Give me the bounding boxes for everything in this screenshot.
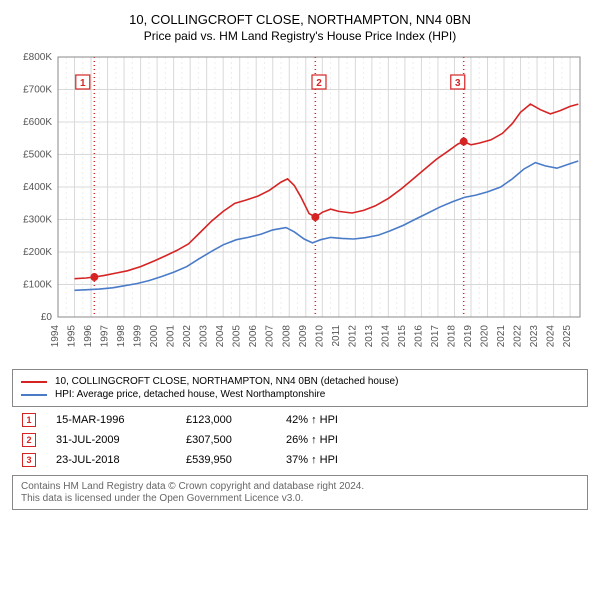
events-table: 1 15-MAR-1996£123,00042% ↑ HPI 2 31-JUL-200… (12, 413, 588, 467)
svg-text:3: 3 (455, 78, 461, 89)
footer-line-1: Contains HM Land Registry data © Crown c… (21, 481, 579, 492)
footer-attribution: Contains HM Land Registry data © Crown c… (12, 475, 588, 510)
event-badge: 2 (22, 433, 36, 447)
event-price: £307,500 (186, 434, 286, 446)
legend: 10, COLLINGCROFT CLOSE, NORTHAMPTON, NN4… (12, 369, 588, 407)
event-date: 23-JUL-2018 (56, 454, 186, 466)
svg-text:2004: 2004 (215, 325, 226, 348)
svg-text:2019: 2019 (463, 325, 474, 348)
event-pct: 37% ↑ HPI (286, 454, 376, 466)
svg-text:2021: 2021 (496, 325, 507, 348)
svg-text:£500K: £500K (23, 150, 52, 161)
svg-text:£200K: £200K (23, 247, 52, 258)
chart-subtitle: Price paid vs. HM Land Registry's House … (12, 29, 588, 43)
legend-label: HPI: Average price, detached house, West… (55, 389, 325, 400)
svg-text:1998: 1998 (116, 325, 127, 348)
svg-text:2010: 2010 (314, 325, 325, 348)
legend-label: 10, COLLINGCROFT CLOSE, NORTHAMPTON, NN4… (55, 376, 398, 387)
svg-text:2013: 2013 (364, 325, 375, 348)
svg-text:2002: 2002 (182, 325, 193, 348)
svg-text:2008: 2008 (281, 325, 292, 348)
event-row: 1 15-MAR-1996£123,00042% ↑ HPI (12, 413, 588, 427)
event-row: 2 31-JUL-2009£307,50026% ↑ HPI (12, 433, 588, 447)
svg-text:2012: 2012 (347, 325, 358, 348)
event-badge: 1 (22, 413, 36, 427)
chart-container: { "title": "10, COLLINGCROFT CLOSE, NORT… (0, 0, 600, 520)
svg-text:2007: 2007 (265, 325, 276, 348)
legend-swatch (21, 381, 47, 383)
legend-swatch (21, 394, 47, 396)
legend-item: HPI: Average price, detached house, West… (21, 389, 579, 400)
svg-text:1994: 1994 (50, 325, 61, 348)
svg-text:£100K: £100K (23, 280, 52, 291)
svg-text:2: 2 (316, 78, 322, 89)
svg-text:£300K: £300K (23, 215, 52, 226)
svg-text:2022: 2022 (513, 325, 524, 348)
svg-text:2014: 2014 (380, 325, 391, 348)
svg-text:2015: 2015 (397, 325, 408, 348)
svg-text:2020: 2020 (479, 325, 490, 348)
svg-text:2023: 2023 (529, 325, 540, 348)
svg-text:2000: 2000 (149, 325, 160, 348)
svg-text:2005: 2005 (232, 325, 243, 348)
svg-text:2025: 2025 (562, 325, 573, 348)
svg-text:£600K: £600K (23, 117, 52, 128)
svg-text:1999: 1999 (133, 325, 144, 348)
legend-item: 10, COLLINGCROFT CLOSE, NORTHAMPTON, NN4… (21, 376, 579, 387)
chart-plot: £0 £100K £200K £300K £400K £500K £600K £700K £80… (12, 51, 588, 361)
event-pct: 42% ↑ HPI (286, 414, 376, 426)
chart-title: 10, COLLINGCROFT CLOSE, NORTHAMPTON, NN4… (12, 12, 588, 27)
event-date: 15-MAR-1996 (56, 414, 186, 426)
event-price: £539,950 (186, 454, 286, 466)
svg-text:1997: 1997 (100, 325, 111, 348)
svg-text:£400K: £400K (23, 182, 52, 193)
svg-text:2009: 2009 (298, 325, 309, 348)
svg-text:£700K: £700K (23, 85, 52, 96)
event-badge: 3 (22, 453, 36, 467)
svg-text:2006: 2006 (248, 325, 259, 348)
svg-text:1996: 1996 (83, 325, 94, 348)
svg-text:2003: 2003 (199, 325, 210, 348)
svg-text:1995: 1995 (67, 325, 78, 348)
svg-text:2011: 2011 (331, 325, 342, 347)
event-price: £123,000 (186, 414, 286, 426)
svg-text:2017: 2017 (430, 325, 441, 348)
svg-text:2024: 2024 (546, 325, 557, 348)
event-pct: 26% ↑ HPI (286, 434, 376, 446)
svg-text:£800K: £800K (23, 52, 52, 63)
chart-svg: £0 £100K £200K £300K £400K £500K £600K £700K £80… (12, 51, 588, 361)
event-date: 31-JUL-2009 (56, 434, 186, 446)
footer-line-2: This data is licensed under the Open Gov… (21, 493, 579, 504)
svg-text:1: 1 (80, 78, 86, 89)
event-row: 3 23-JUL-2018£539,95037% ↑ HPI (12, 453, 588, 467)
svg-text:2001: 2001 (166, 325, 177, 348)
svg-text:£0: £0 (41, 312, 53, 323)
svg-text:2018: 2018 (446, 325, 457, 348)
svg-text:2016: 2016 (413, 325, 424, 348)
